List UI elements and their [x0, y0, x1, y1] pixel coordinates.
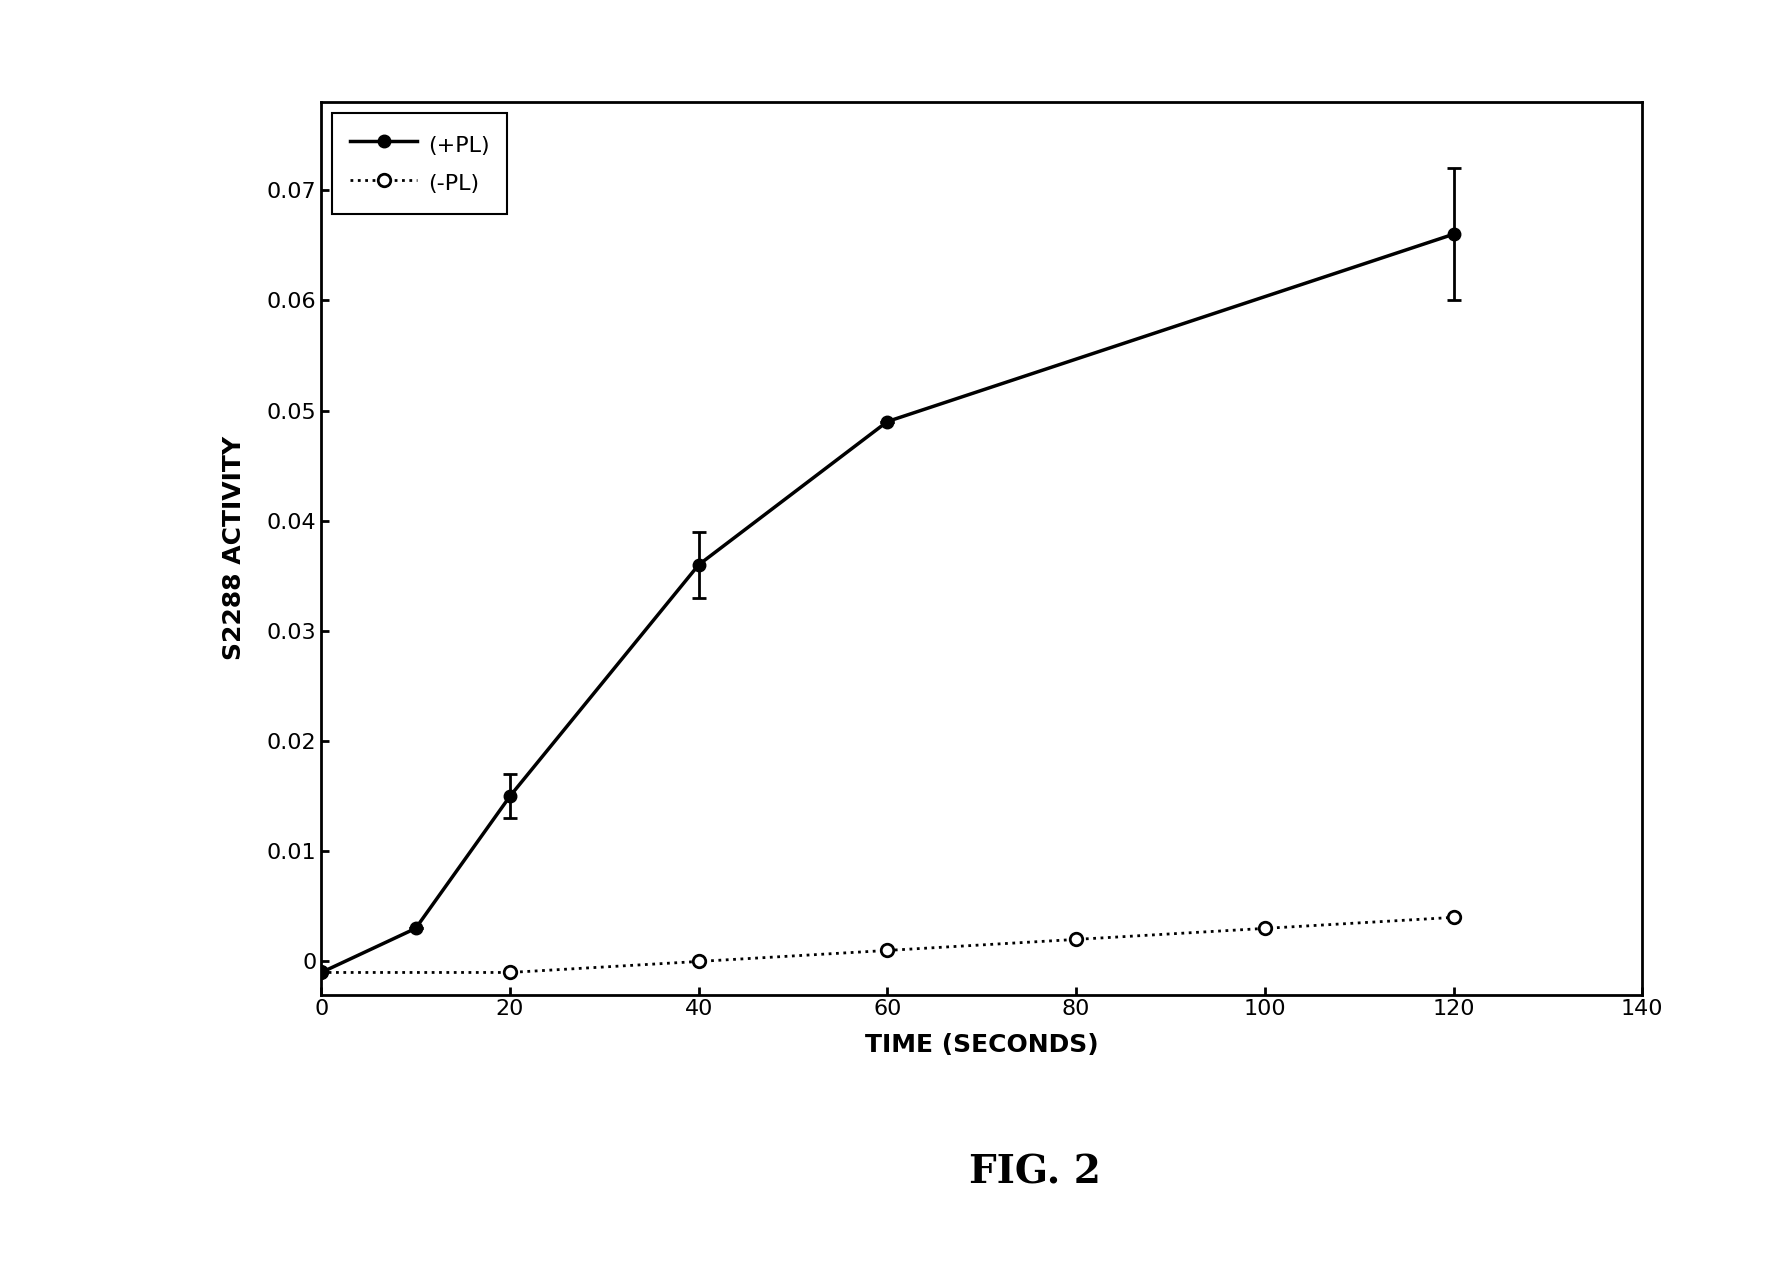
(-PL): [687, 954, 709, 969]
(-PL): [1255, 921, 1276, 936]
(-PL): [1066, 932, 1087, 947]
(-PL): [876, 942, 898, 958]
Y-axis label: S2288 ACTIVITY: S2288 ACTIVITY: [221, 436, 246, 660]
X-axis label: TIME (SECONDS): TIME (SECONDS): [866, 1033, 1098, 1057]
(-PL): [500, 965, 521, 980]
Line: (-PL): (-PL): [314, 912, 1460, 979]
Legend: (+PL), (-PL): (+PL), (-PL): [332, 113, 507, 214]
Text: FIG. 2: FIG. 2: [969, 1154, 1101, 1192]
(-PL): [1442, 910, 1464, 926]
(-PL): [311, 965, 332, 980]
